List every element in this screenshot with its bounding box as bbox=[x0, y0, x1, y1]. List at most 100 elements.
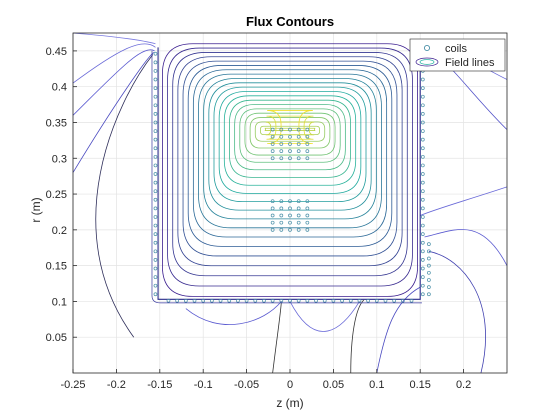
coil-marker bbox=[305, 127, 310, 132]
coil-marker bbox=[270, 227, 275, 232]
coil-marker bbox=[288, 149, 292, 153]
legend-entry-coils: coils bbox=[445, 43, 468, 55]
coil-marker bbox=[420, 163, 425, 168]
coil-marker bbox=[270, 156, 275, 161]
coil-marker bbox=[322, 298, 327, 303]
vessel-wall-inner bbox=[151, 50, 422, 304]
x-axis-label: z (m) bbox=[276, 396, 303, 410]
field-line-contour bbox=[177, 56, 403, 267]
coil-marker bbox=[409, 298, 414, 303]
coil-marker bbox=[153, 69, 158, 73]
outer-field-line bbox=[95, 54, 154, 338]
coil-marker bbox=[153, 137, 158, 142]
coil-marker bbox=[270, 206, 275, 211]
coil-marker bbox=[420, 86, 425, 90]
coil-marker bbox=[427, 263, 431, 268]
coil-marker bbox=[314, 298, 318, 303]
coil-marker bbox=[153, 129, 158, 133]
x-tick-label: 0.1 bbox=[369, 379, 384, 391]
coil-marker bbox=[279, 227, 284, 232]
coil-marker bbox=[153, 120, 158, 125]
coil-marker bbox=[279, 298, 284, 303]
coil-marker bbox=[270, 220, 275, 225]
coil-marker bbox=[153, 180, 158, 185]
coil-marker bbox=[288, 213, 292, 218]
coil-marker bbox=[153, 215, 158, 219]
coil-marker bbox=[427, 292, 431, 297]
coil-marker bbox=[270, 213, 275, 218]
coil-marker bbox=[331, 298, 336, 303]
coil-marker bbox=[305, 142, 310, 146]
coil-marker bbox=[383, 298, 388, 303]
coil-marker bbox=[183, 298, 188, 303]
field-line-contour bbox=[182, 60, 398, 257]
field-line-contour bbox=[172, 52, 408, 277]
coil-marker bbox=[153, 172, 158, 176]
coil-marker bbox=[270, 142, 275, 146]
legend-coil-marker bbox=[423, 44, 431, 52]
y-tick-label: 0.35 bbox=[46, 117, 67, 129]
coil-marker bbox=[153, 240, 158, 245]
coil-marker bbox=[288, 142, 292, 146]
coil-marker bbox=[288, 227, 292, 232]
coil-marker bbox=[153, 292, 158, 297]
coil-marker bbox=[296, 156, 301, 161]
coil-marker bbox=[153, 146, 158, 151]
x-tick-label: -0.25 bbox=[60, 379, 85, 391]
coil-marker bbox=[210, 298, 214, 303]
outer-field-line bbox=[72, 52, 154, 173]
coil-marker bbox=[153, 154, 158, 159]
coil-marker bbox=[153, 206, 158, 211]
coil-marker bbox=[153, 94, 158, 99]
outer-field-line bbox=[72, 32, 156, 45]
coil-marker bbox=[153, 275, 158, 279]
coil-marker bbox=[153, 77, 158, 82]
chart-title: Flux Contours bbox=[246, 14, 334, 29]
field-line-contour bbox=[167, 47, 413, 287]
coil-marker bbox=[288, 298, 292, 303]
coil-marker bbox=[305, 156, 310, 161]
coil-marker bbox=[279, 134, 284, 139]
coil-marker bbox=[296, 142, 301, 146]
y-axis-label: r (m) bbox=[29, 197, 43, 222]
coil-marker bbox=[305, 149, 310, 153]
coil-marker bbox=[153, 103, 158, 108]
coil-marker bbox=[262, 298, 266, 303]
coil-marker bbox=[153, 86, 158, 90]
coil-marker bbox=[420, 112, 425, 116]
y-tick-label: 0.4 bbox=[52, 82, 67, 94]
x-tick-label: 0.2 bbox=[456, 379, 471, 391]
coil-marker bbox=[420, 129, 425, 133]
coil-marker bbox=[279, 206, 284, 211]
coil-marker bbox=[427, 256, 431, 261]
y-axis-ticks: 0.05 0.1 0.15 0.2 0.25 0.3 0.35 0.4 0.45 bbox=[46, 46, 77, 344]
coil-marker bbox=[357, 298, 362, 303]
coil-marker bbox=[427, 285, 431, 289]
coil-marker bbox=[153, 189, 158, 194]
coil-marker bbox=[153, 60, 158, 65]
coil-marker bbox=[420, 189, 425, 194]
coil-marker bbox=[153, 266, 158, 271]
coil-marker bbox=[366, 298, 370, 303]
coil-marker bbox=[420, 77, 425, 82]
outer-field-line bbox=[376, 286, 421, 374]
coil-marker bbox=[427, 249, 431, 254]
coil-marker bbox=[420, 266, 425, 271]
x-tick-label: -0.15 bbox=[147, 379, 172, 391]
y-tick-label: 0.2 bbox=[52, 225, 67, 237]
y-tick-label: 0.1 bbox=[52, 296, 67, 308]
field-line-contour bbox=[208, 82, 372, 211]
coil-marker bbox=[348, 298, 353, 303]
coil-marker bbox=[288, 220, 292, 225]
x-tick-label: 0 bbox=[287, 379, 293, 391]
outer-field-line bbox=[72, 43, 156, 84]
coil-marker bbox=[201, 298, 206, 303]
coil-marker bbox=[253, 298, 258, 303]
x-tick-label: 0.15 bbox=[409, 379, 430, 391]
field-line-contour bbox=[192, 69, 388, 238]
coil-marker bbox=[420, 172, 425, 176]
coil-marker bbox=[296, 149, 301, 153]
field-line-contour bbox=[254, 121, 326, 142]
field-lines bbox=[72, 32, 508, 374]
coil-marker bbox=[279, 199, 284, 204]
